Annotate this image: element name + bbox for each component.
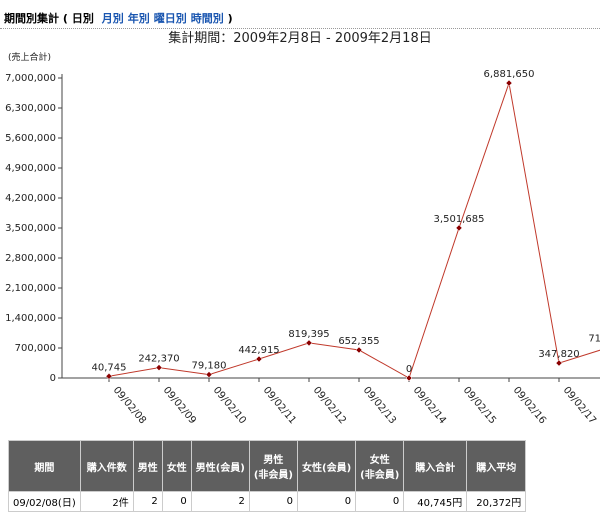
y-tick-label: 7,000,000 — [5, 73, 56, 84]
cell: 0 — [296, 491, 357, 512]
y-tick-label: 2,100,000 — [5, 283, 56, 294]
header-cell: 男性(会員) — [190, 440, 250, 492]
marker — [155, 364, 163, 371]
nav-title: 期間別集計 — [4, 12, 59, 25]
cell: 09/02/08(日) — [8, 491, 81, 512]
data-label: 79,180 — [192, 361, 227, 372]
y-tick-label: 4,200,000 — [5, 193, 56, 204]
header-cell: 男性 — [132, 440, 163, 492]
nav: 期間別集計 (日別 月別 年別 曜日別 時間別 ) — [4, 10, 233, 26]
chart-title: 集計期間：2009年2月8日 - 2009年2月18日 — [168, 30, 431, 46]
data-label: 40,745 — [92, 362, 127, 373]
data-label: 6,881,650 — [484, 69, 535, 80]
x-tick-label: 09/02/17 — [561, 385, 598, 426]
header-cell: 男性 (非会員) — [248, 440, 299, 492]
header-cell: 女性 — [161, 440, 192, 492]
marker — [455, 224, 463, 232]
nav-link[interactable]: 月別 — [101, 12, 124, 25]
cell: 2 — [190, 491, 250, 512]
marker — [355, 346, 363, 354]
y-tick-label: 4,900,000 — [5, 163, 56, 174]
data-label: 442,915 — [238, 345, 279, 356]
data-label: 819,395 — [288, 329, 329, 340]
x-tick-label: 09/02/15 — [461, 385, 498, 426]
y-tick-label: 5,600,000 — [5, 133, 56, 144]
x-tick-label: 09/02/12 — [311, 385, 348, 426]
paren: ( — [62, 12, 68, 25]
cell: 0 — [161, 491, 192, 512]
data-label: 242,370 — [138, 354, 179, 365]
nav-link[interactable]: 曜日別 — [153, 12, 187, 25]
header-cell: 期間 — [8, 440, 81, 492]
marker — [105, 372, 113, 380]
data-label: 347,820 — [538, 349, 579, 360]
header-cell: 購入平均 — [466, 440, 527, 492]
marker — [405, 374, 413, 382]
data-label: 652,355 — [338, 336, 379, 347]
header-cell: 購入件数 — [79, 440, 134, 492]
y-tick-label: 1,400,000 — [5, 313, 56, 324]
cell: 40,745円 — [403, 491, 468, 512]
nav-link[interactable]: 時間別 — [190, 12, 224, 25]
nav-current: 日別 — [71, 12, 94, 25]
x-tick-label: 09/02/09 — [161, 385, 198, 426]
marker — [255, 355, 263, 363]
row: 09/02/08(日) 2件 2 0 2 0 0 0 40,745円 20,372円 — [8, 491, 527, 512]
chart: 集計期間：2009年2月8日 - 2009年2月18日 (売上合計) 0 700,… — [5, 30, 600, 426]
y-axis-label: (売上合計) — [8, 51, 51, 63]
marker — [505, 79, 513, 87]
marker — [205, 371, 213, 378]
header-cell: 購入合計 — [403, 440, 468, 492]
cell: 0 — [355, 491, 405, 512]
page: 期間別集計 (日別 月別 年別 曜日別 時間別 ) 集計期間：2009年2月8日 - … — [0, 10, 600, 512]
cell: 2 — [132, 491, 163, 512]
cell: 2件 — [79, 491, 134, 512]
line — [108, 81, 600, 379]
data-label: 715,000 — [588, 333, 600, 344]
cell: 20,372円 — [466, 491, 527, 512]
marker — [555, 359, 563, 367]
divider — [0, 28, 600, 29]
y-tick-label: 0 — [50, 373, 56, 384]
header-cell: 女性(会員) — [296, 440, 357, 492]
y-tick-label: 6,300,000 — [5, 103, 56, 114]
y-tick-label: 3,500,000 — [5, 223, 56, 234]
x-tick-label: 09/02/11 — [261, 385, 298, 426]
header-row: 期間 購入件数 男性 女性 男性(会員) 男性 (非会員) 女性(会員) 女性 (非会員) 購入… — [8, 440, 527, 492]
table: 期間 購入件数 男性 女性 男性(会員) 男性 (非会員) 女性(会員) 女性 (非会員) 購入… — [8, 440, 527, 512]
paren: ) — [227, 12, 233, 25]
x-tick-label: 09/02/16 — [511, 385, 548, 426]
cell: 0 — [248, 491, 299, 512]
marker — [305, 339, 313, 347]
y-tick-label: 700,000 — [15, 343, 56, 354]
x-tick-label: 09/02/14 — [411, 385, 448, 426]
nav-link[interactable]: 年別 — [127, 12, 150, 25]
x-tick-label: 09/02/08 — [111, 385, 148, 426]
x-tick-label: 09/02/10 — [211, 385, 248, 426]
x-tick-label: 09/02/13 — [361, 385, 398, 426]
data-label: 3,501,685 — [434, 214, 485, 225]
data-label: 0 — [406, 364, 412, 375]
y-tick-label: 2,800,000 — [5, 253, 56, 264]
header-cell: 女性 (非会員) — [355, 440, 405, 492]
